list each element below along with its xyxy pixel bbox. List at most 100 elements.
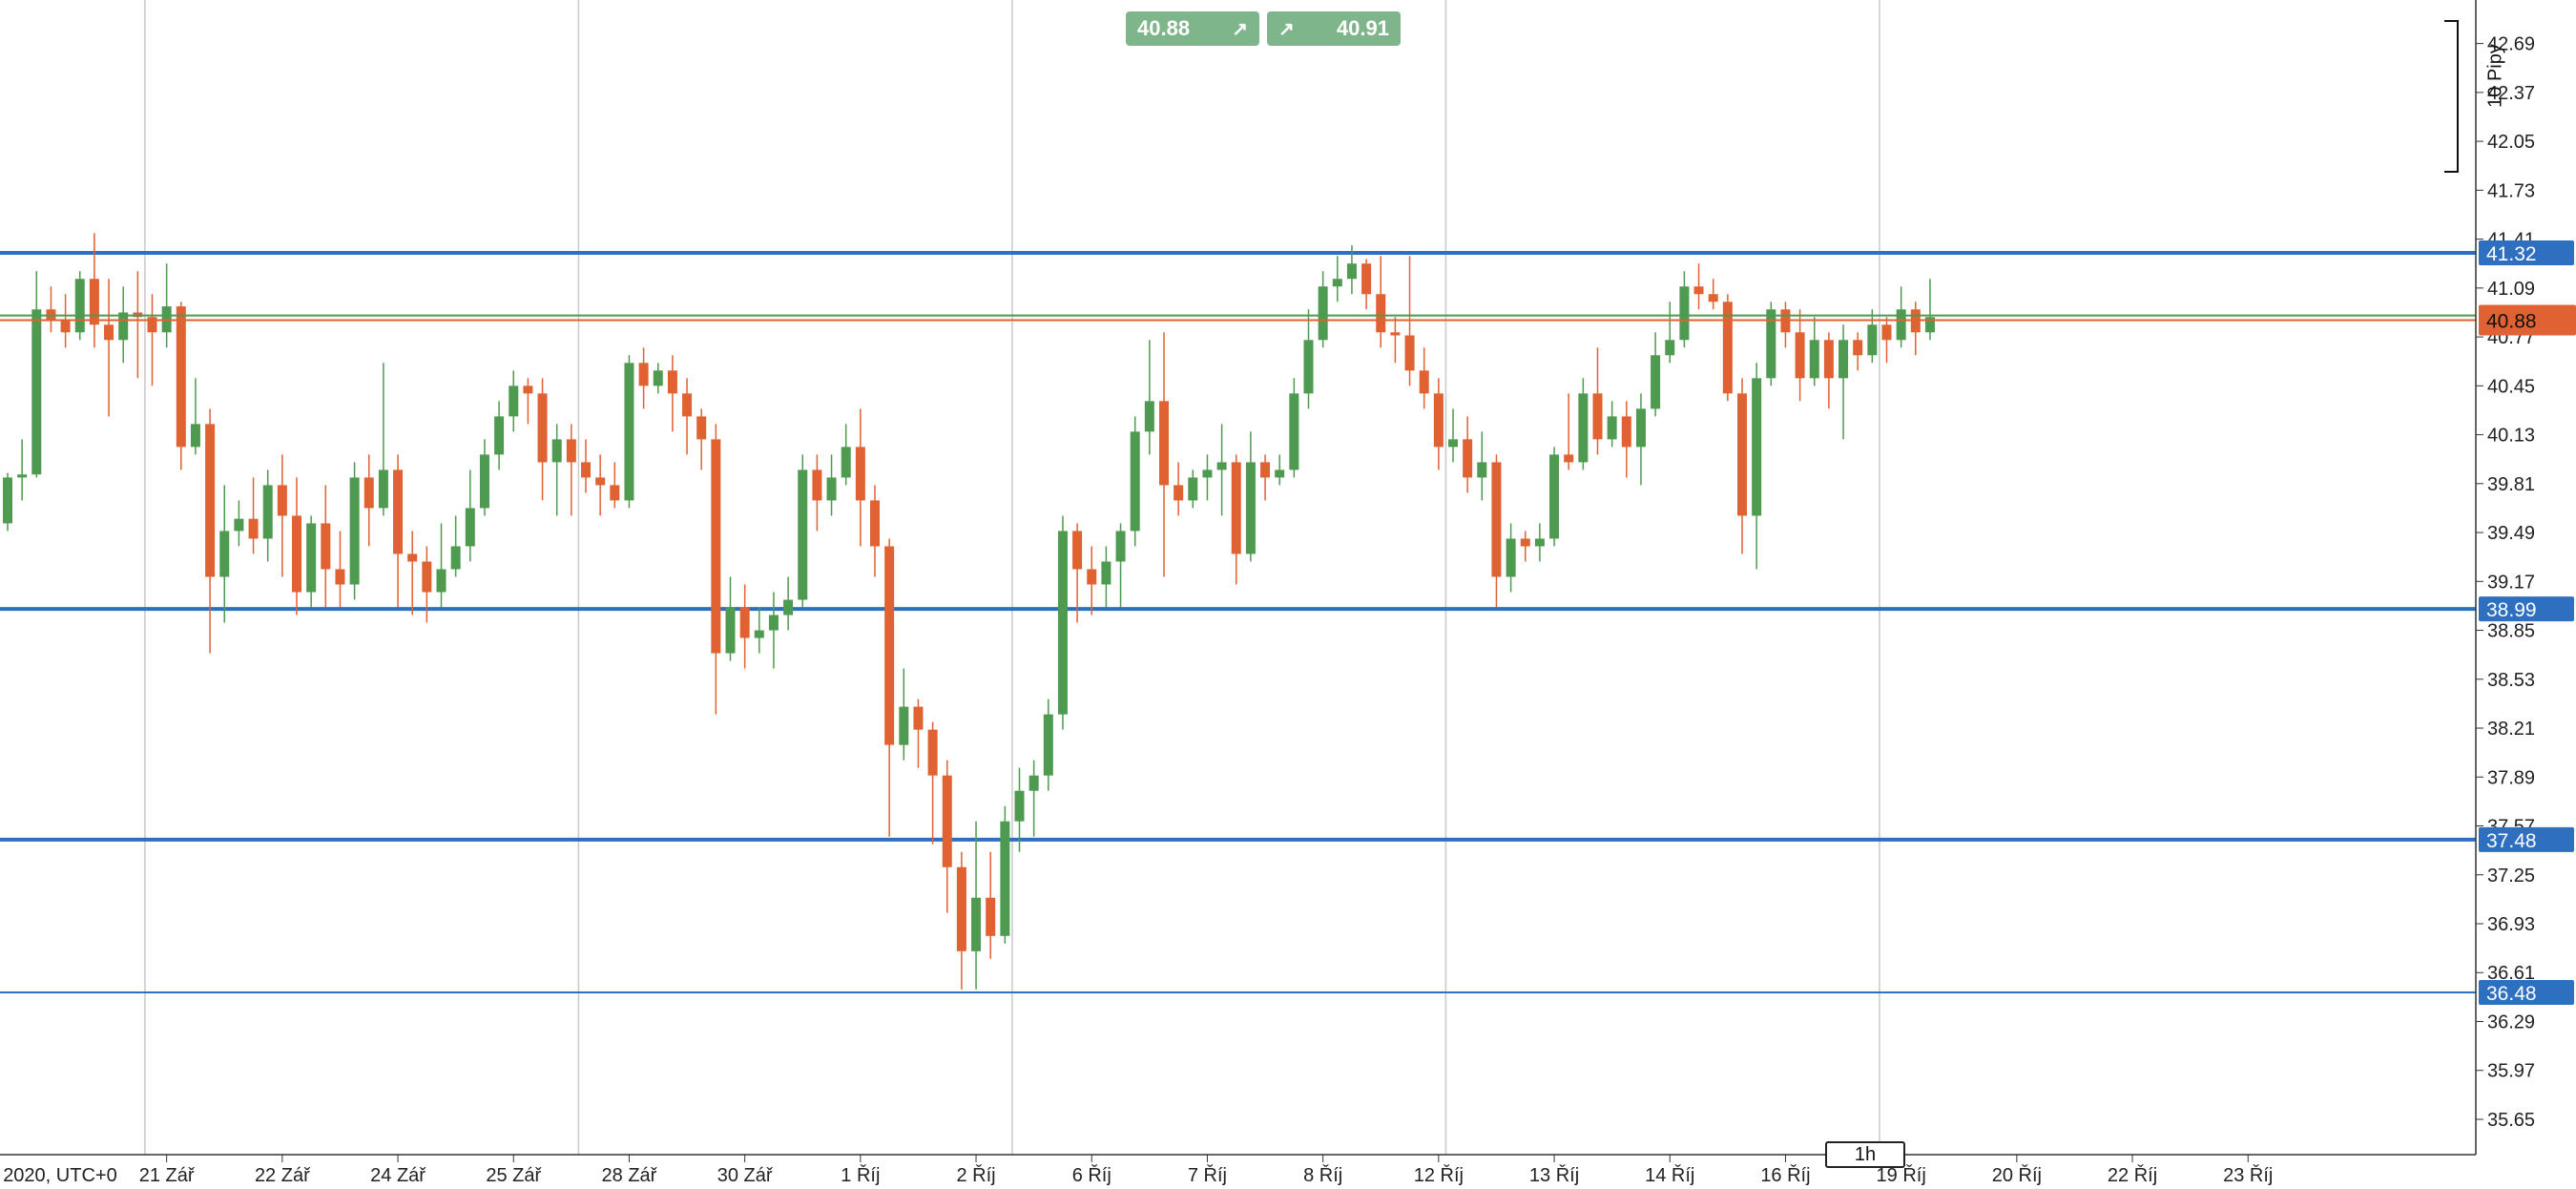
bullish-candle <box>450 546 461 570</box>
bearish-candle <box>682 393 693 417</box>
x-tick-label: 17 Zář 2020, UTC+0 <box>0 1165 117 1186</box>
y-tick-label: 35.65 <box>2487 1110 2535 1131</box>
y-tick-label: 41.09 <box>2487 279 2535 300</box>
bullish-candle <box>1115 531 1126 562</box>
bullish-candle <box>31 309 42 475</box>
bullish-candle <box>3 477 12 524</box>
bullish-candle <box>1188 477 1198 501</box>
y-tick-label: 41.73 <box>2487 180 2535 201</box>
bearish-candle <box>205 424 216 577</box>
bearish-candle <box>1722 302 1733 394</box>
bearish-candle <box>956 866 966 951</box>
bearish-candle <box>1159 401 1169 486</box>
bullish-candle <box>1924 317 1935 333</box>
bullish-candle <box>1839 340 1849 379</box>
bearish-candle <box>1087 569 1097 585</box>
bullish-candle <box>754 630 764 638</box>
bearish-candle <box>595 477 606 486</box>
y-tick-label: 37.89 <box>2487 767 2535 788</box>
x-tick-label: 30 Zář <box>717 1165 774 1186</box>
x-tick-labels: 17 Zář 2020, UTC+0 21 Zář 22 Zář 24 Zář 25 Z… <box>0 1155 2273 1186</box>
y-tick-label: 36.61 <box>2487 963 2535 984</box>
sell-price-button[interactable]: 40.88 ↗ <box>1126 11 1259 46</box>
bearish-candle <box>60 320 71 333</box>
bullish-candle <box>1101 561 1111 585</box>
bullish-candle <box>798 469 808 600</box>
session-grid <box>144 0 1880 1155</box>
price-lines <box>0 314 2476 322</box>
bearish-candle <box>986 897 996 936</box>
bullish-candle <box>306 523 317 593</box>
bullish-candle <box>74 279 85 333</box>
y-tick-label: 40.45 <box>2487 376 2535 397</box>
sell-price-value: 40.88 <box>1137 16 1191 40</box>
bearish-candle <box>812 469 822 501</box>
y-tick-label: 39.49 <box>2487 523 2535 544</box>
bearish-candle <box>335 569 345 585</box>
bearish-candle <box>1795 332 1805 379</box>
y-tick-label: 40.13 <box>2487 426 2535 447</box>
bullish-candle <box>1289 393 1299 470</box>
bearish-candle <box>1520 538 1530 547</box>
buy-price-button[interactable]: ↗ 40.91 <box>1267 11 1401 46</box>
bullish-candle <box>1202 469 1213 478</box>
bullish-candle <box>653 370 663 386</box>
y-tick-label: 38.85 <box>2487 621 2535 642</box>
bearish-candle <box>1621 416 1631 448</box>
x-tick-label: 6 Říj <box>1072 1164 1111 1186</box>
bearish-candle <box>147 317 157 333</box>
buy-price-value: 40.91 <box>1336 16 1389 40</box>
bullish-candle <box>1549 454 1560 539</box>
bearish-candle <box>277 485 287 516</box>
x-tick-label: 2 Říj <box>956 1164 995 1186</box>
bearish-candle <box>1564 454 1574 463</box>
bearish-candle <box>364 477 374 509</box>
bullish-candle <box>1318 286 1328 341</box>
bearish-candle <box>523 386 533 394</box>
level-price-label: 36.48 <box>2486 983 2537 1005</box>
bullish-candle <box>262 485 273 539</box>
bid-price-label: 40.88 <box>2486 310 2537 332</box>
bearish-candle <box>1376 294 1386 333</box>
x-tick-label: 24 Zář <box>370 1165 426 1186</box>
bearish-candle <box>638 363 649 386</box>
bullish-candle <box>1346 263 1357 280</box>
bullish-candle <box>1130 431 1140 532</box>
bullish-candle <box>551 439 562 463</box>
bearish-candle <box>1072 531 1083 570</box>
bearish-candle <box>1592 393 1603 440</box>
pip-scale <box>2444 20 2459 173</box>
horizontal-levels <box>0 251 2476 994</box>
bullish-candle <box>494 416 505 455</box>
level-price-label: 37.48 <box>2486 830 2537 852</box>
bearish-candle <box>1419 370 1429 394</box>
y-tick-label: 35.97 <box>2487 1061 2535 1082</box>
timeframe-selector[interactable]: 1h <box>1825 1141 1905 1168</box>
x-tick-label: 22 Říj <box>2108 1164 2157 1186</box>
bearish-candle <box>176 306 186 448</box>
bullish-candle <box>1679 286 1690 341</box>
x-tick-label: 13 Říj <box>1529 1164 1579 1186</box>
bullish-candle <box>190 424 200 448</box>
x-tick-label: 16 Říj <box>1760 1164 1810 1186</box>
y-tick-label: 42.05 <box>2487 132 2535 153</box>
level-price-badge <box>2479 980 2574 1006</box>
arrow-up-right-icon: ↗ <box>1232 18 1248 40</box>
x-tick-label: 22 Zář <box>255 1165 311 1186</box>
bearish-candle <box>1361 263 1372 295</box>
bearish-candle <box>610 485 620 501</box>
x-tick-label: 19 Říj <box>1877 1164 1926 1186</box>
bullish-candle <box>349 477 360 585</box>
bullish-candle <box>1275 469 1285 478</box>
bearish-candle <box>667 370 677 394</box>
bullish-candle <box>1896 309 1906 341</box>
bullish-candle <box>1651 355 1661 409</box>
bearish-candle <box>855 447 865 501</box>
bullish-candle <box>1144 401 1154 432</box>
y-tick-label: 39.17 <box>2487 572 2535 593</box>
y-tick-labels: 42.6942.3742.0541.7341.4141.0940.7740.45… <box>2476 34 2535 1131</box>
bearish-candle <box>696 416 707 440</box>
bearish-candle <box>248 518 259 539</box>
